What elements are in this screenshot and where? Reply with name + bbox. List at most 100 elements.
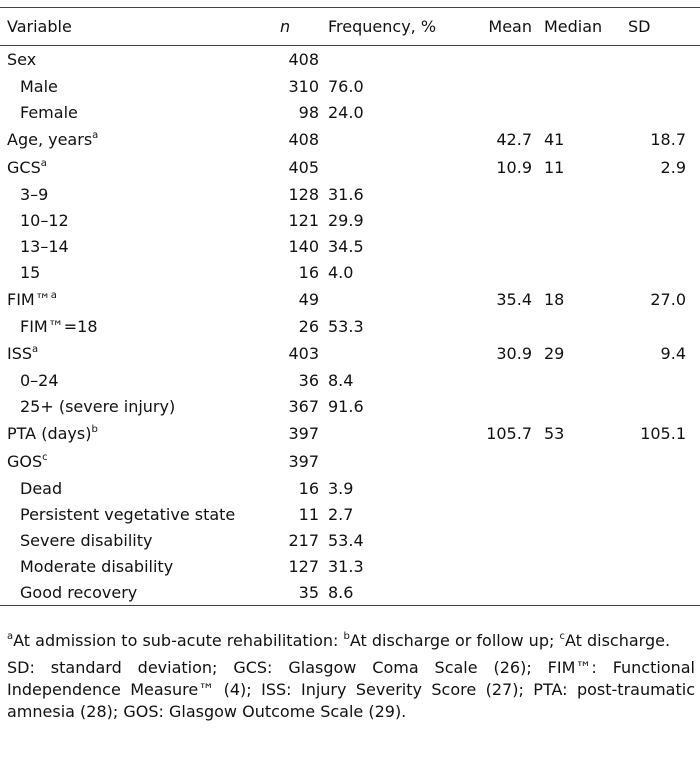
cell-variable-text: Dead	[20, 479, 63, 498]
cell-median: 11	[534, 154, 614, 182]
cell-frequency: 3.9	[322, 476, 472, 502]
cell-frequency: 4.0	[322, 260, 472, 286]
cell-n-text: 408	[288, 130, 319, 149]
table-row: ISSa 403 30.9 29 9.4	[0, 340, 700, 368]
table-row: Female 98 24.0	[0, 100, 700, 126]
cell-median	[534, 314, 614, 340]
cell-sd	[614, 368, 700, 394]
cell-variable-text: Female	[20, 103, 78, 122]
cell-n: 98	[274, 100, 322, 126]
cell-variable-text: 25+ (severe injury)	[20, 397, 176, 416]
cell-median	[534, 528, 614, 554]
table-row: 25+ (severe injury) 367 91.6	[0, 394, 700, 420]
header-mean: Mean	[472, 7, 534, 46]
footnote-ref: a	[32, 343, 39, 355]
cell-median: 29	[534, 340, 614, 368]
cell-frequency-text: 53.3	[328, 317, 364, 336]
cell-frequency	[322, 126, 472, 154]
cell-n: 36	[274, 368, 322, 394]
cell-mean	[472, 260, 534, 286]
cell-n: 49	[274, 286, 322, 314]
table-row: Persistent vegetative state 11 2.7	[0, 502, 700, 528]
cell-n: 35	[274, 579, 322, 606]
cell-variable: 3–9	[0, 182, 274, 208]
cell-sd-text: 2.9	[660, 158, 686, 177]
cell-variable: FIM™=18	[0, 314, 274, 340]
table-row: FIM™a 49 35.4 18 27.0	[0, 286, 700, 314]
footnote-superscripts: aAt admission to sub-acute rehabilitatio…	[7, 630, 695, 652]
header-n: n	[274, 7, 322, 46]
table-row: Age, yearsa 408 42.7 41 18.7	[0, 126, 700, 154]
cell-sd	[614, 74, 700, 100]
cell-n-text: 217	[288, 531, 319, 550]
header-median: Median	[534, 7, 614, 46]
cell-sd-text: 18.7	[650, 130, 686, 149]
table-row: Severe disability 217 53.4	[0, 528, 700, 554]
cell-n-text: 397	[288, 452, 319, 471]
cell-median	[534, 476, 614, 502]
footnote-text-b: At discharge or follow up;	[349, 631, 560, 650]
table-footnotes: aAt admission to sub-acute rehabilitatio…	[7, 630, 695, 723]
cell-sd: 105.1	[614, 420, 700, 448]
cell-median	[534, 182, 614, 208]
table-row: Moderate disability 127 31.3	[0, 554, 700, 580]
cell-n-text: 121	[288, 211, 319, 230]
cell-variable: Age, yearsa	[0, 126, 274, 154]
cell-n: 408	[274, 126, 322, 154]
cell-variable: 0–24	[0, 368, 274, 394]
cell-mean	[472, 528, 534, 554]
cell-n: 405	[274, 154, 322, 182]
cell-median	[534, 448, 614, 476]
cell-n: 128	[274, 182, 322, 208]
cell-frequency-text: 91.6	[328, 397, 364, 416]
cell-mean	[472, 46, 534, 74]
cell-variable: Female	[0, 100, 274, 126]
cell-sd	[614, 314, 700, 340]
cell-variable: ISSa	[0, 340, 274, 368]
cell-frequency-text: 31.3	[328, 557, 364, 576]
table-row: Good recovery 35 8.6	[0, 579, 700, 606]
cell-n-text: 310	[288, 77, 319, 96]
cell-median	[534, 260, 614, 286]
cell-sd: 27.0	[614, 286, 700, 314]
cell-mean	[472, 234, 534, 260]
cell-n-text: 16	[298, 263, 319, 282]
cell-n-text: 140	[288, 237, 319, 256]
header-frequency: Frequency, %	[322, 7, 472, 46]
data-table: Variable n Frequency, % Mean Median SD S…	[0, 7, 700, 606]
cell-mean	[472, 394, 534, 420]
cell-variable: Male	[0, 74, 274, 100]
cell-frequency-text: 31.6	[328, 185, 364, 204]
footnote-ref: a	[92, 129, 99, 141]
cell-sd	[614, 46, 700, 74]
cell-n-text: 397	[288, 424, 319, 443]
cell-frequency-text: 24.0	[328, 103, 364, 122]
cell-frequency-text: 8.6	[328, 582, 354, 602]
footnote-ref: a	[50, 289, 57, 301]
table-body: Sex 408 Male 310 76.0 Female 98 24.0 Age, yearsa…	[0, 46, 700, 606]
cell-n: 127	[274, 554, 322, 580]
cell-sd	[614, 182, 700, 208]
cell-mean-text: 42.7	[496, 130, 532, 149]
header-sd: SD	[614, 7, 700, 46]
cell-mean-text: 105.7	[486, 424, 532, 443]
cell-n-text: 16	[298, 479, 319, 498]
cell-mean	[472, 314, 534, 340]
table-row: GCSa 405 10.9 11 2.9	[0, 154, 700, 182]
cell-variable: GCSa	[0, 154, 274, 182]
cell-sd	[614, 528, 700, 554]
cell-n-text: 403	[288, 344, 319, 363]
cell-n-text: 405	[288, 158, 319, 177]
cell-frequency	[322, 340, 472, 368]
cell-variable: Dead	[0, 476, 274, 502]
cell-median	[534, 100, 614, 126]
cell-n-text: 49	[298, 290, 319, 309]
cell-n-text: 36	[298, 371, 319, 390]
cell-frequency	[322, 420, 472, 448]
cell-variable: 13–14	[0, 234, 274, 260]
cell-sd	[614, 554, 700, 580]
cell-mean	[472, 368, 534, 394]
cell-variable: 15	[0, 260, 274, 286]
footnote-mark-c: c	[559, 630, 565, 642]
cell-variable: FIM™a	[0, 286, 274, 314]
